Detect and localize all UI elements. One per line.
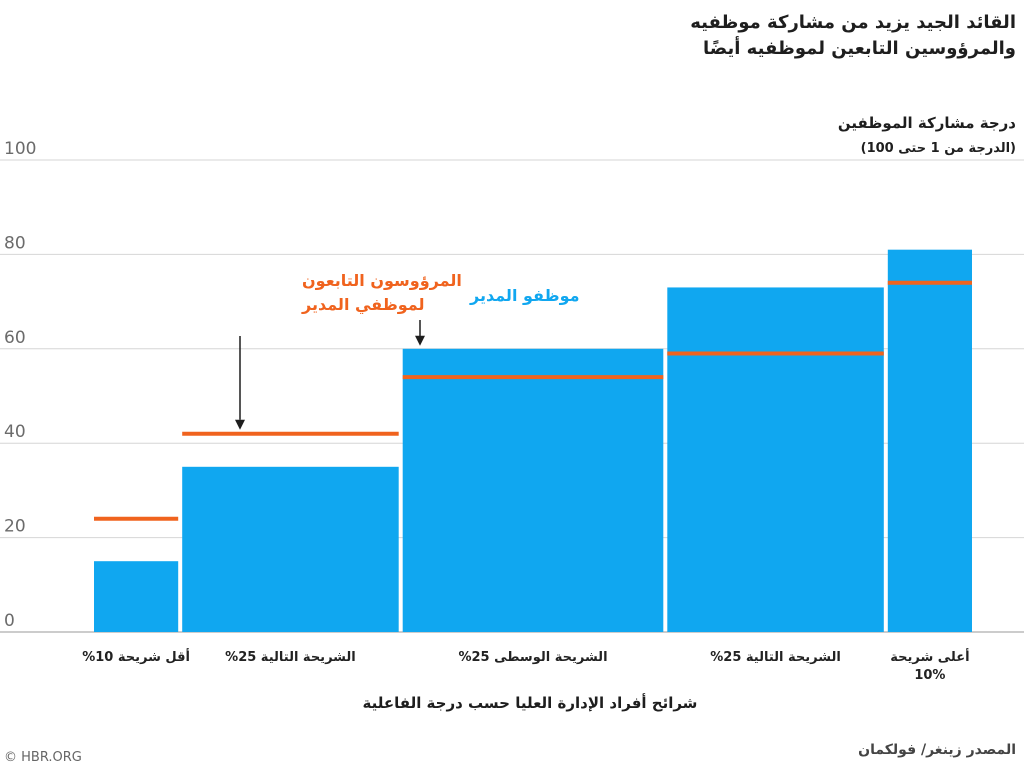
y-tick-label: 60: [4, 328, 26, 348]
x-tick-label: الشريحة التالية 25%: [225, 650, 356, 665]
y-tick-label: 100: [4, 139, 36, 159]
y-axis-label: درجة مشاركة الموظفين: [837, 114, 1016, 132]
chart-title-line-1: القائد الجيد يزيد من مشاركة موظفيه: [690, 12, 1016, 33]
y-axis-sublabel: (الدرجة من 1 حتى 100): [860, 141, 1016, 156]
copyright-note: © HBR.ORG: [4, 750, 82, 765]
lines-annotation-arrowhead: [235, 419, 245, 430]
chart-title: القائد الجيد يزيد من مشاركة موظفيه والمر…: [690, 10, 1016, 62]
y-tick-label: 20: [4, 517, 26, 537]
x-tick-label: الشريحة الوسطى 25%: [458, 650, 607, 665]
x-axis-title: شرائح أفراد الإدارة العليا حسب درجة الفا…: [363, 693, 698, 712]
x-tick-label: أقل شريحة 10%: [82, 648, 190, 665]
y-tick-label: 40: [4, 422, 26, 442]
x-tick-label: الشريحة التالية 25%: [710, 650, 841, 665]
chart-title-line-2: والمرؤوسين التابعين لموظفيه أيضًا: [702, 38, 1016, 59]
lines-annotation: المرؤوسون التابعون لموظفي المدير: [301, 271, 462, 315]
y-tick-label: 80: [4, 233, 26, 253]
x-tick-label: أعلى شريحة 10%: [890, 648, 969, 683]
bars-annotation: موظفو المدير: [469, 286, 580, 305]
y-tick-label: 0: [4, 611, 15, 631]
bar: [182, 466, 399, 632]
bar: [402, 348, 664, 632]
bar: [887, 249, 972, 632]
y-axis-title: درجة مشاركة الموظفين (الدرجة من 1 حتى 10…: [838, 110, 1016, 162]
bars-annotation-arrowhead: [415, 335, 425, 346]
source-note: المصدر زينغر/ فولكمان: [858, 742, 1016, 758]
bar: [94, 561, 179, 632]
bar: [667, 287, 884, 632]
